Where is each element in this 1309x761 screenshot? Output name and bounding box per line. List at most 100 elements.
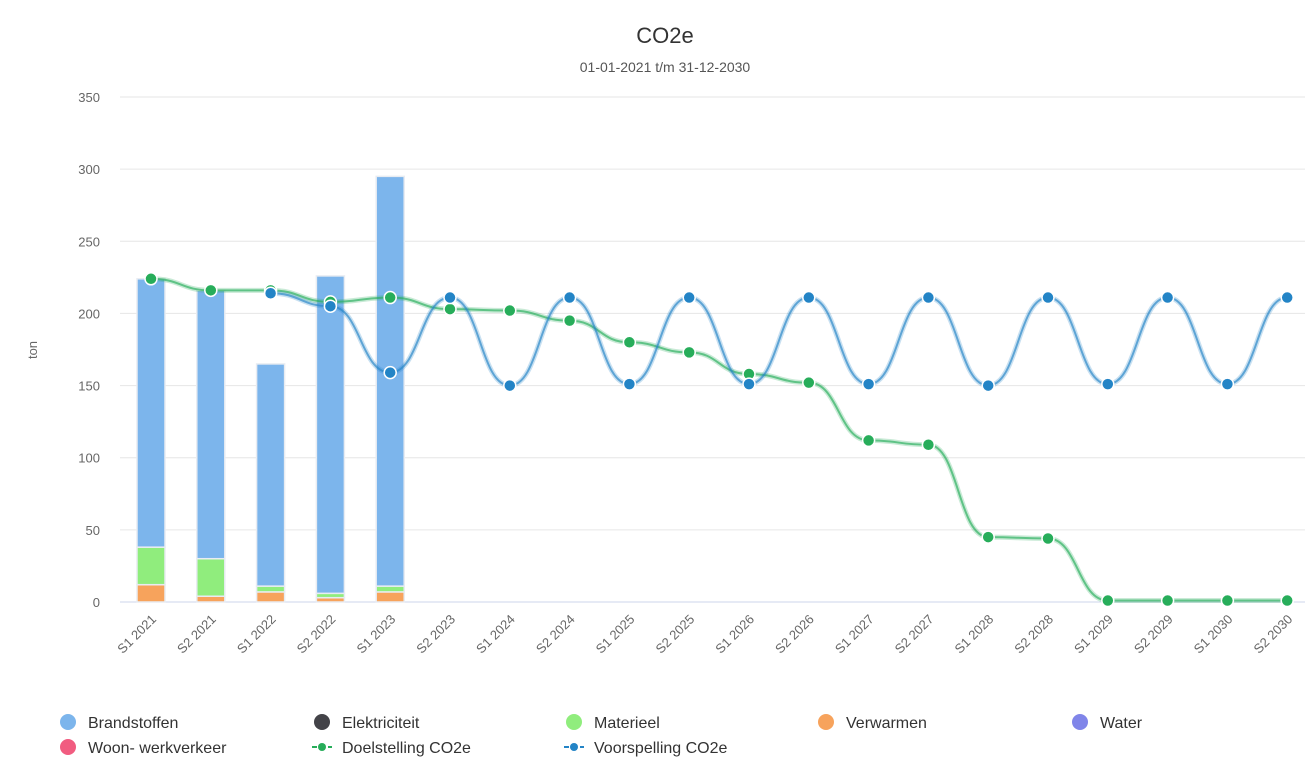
- legend-label: Water: [1100, 715, 1143, 732]
- marker: [503, 378, 517, 393]
- marker: [1280, 290, 1294, 305]
- bar: [196, 289, 226, 560]
- x-tick-label: S1 2027: [832, 612, 877, 657]
- marker: [921, 437, 936, 452]
- bar: [136, 583, 166, 603]
- marker: [861, 433, 876, 448]
- marker: [682, 345, 696, 360]
- legend-item: Woon- werkverkeer: [60, 739, 227, 757]
- x-tick-label: S2 2026: [772, 612, 817, 657]
- marker: [802, 290, 816, 305]
- legend-label: Verwarmen: [846, 715, 927, 732]
- legend-item: Brandstoffen: [60, 714, 178, 732]
- legend-item: Elektriciteit: [314, 714, 420, 732]
- bar: [375, 585, 405, 593]
- legend-label: Brandstoffen: [88, 715, 178, 732]
- x-tick-label: S1 2025: [593, 612, 638, 657]
- marker: [622, 335, 637, 350]
- marker: [802, 375, 816, 390]
- x-tick-label: S1 2028: [951, 612, 996, 657]
- bar: [255, 363, 286, 587]
- legend-item: Verwarmen: [818, 714, 927, 732]
- x-tick-label: S1 2023: [353, 612, 398, 657]
- marker: [1160, 290, 1175, 305]
- line: [150, 277, 1288, 602]
- bar: [255, 591, 286, 603]
- y-tick-label: 50: [86, 523, 100, 538]
- legend-symbol: [60, 714, 76, 730]
- chart-title: CO2e: [636, 23, 693, 48]
- x-tick-label: S1 2021: [114, 612, 159, 657]
- x-tick-label: S1 2026: [712, 612, 757, 657]
- legend-label: Doelstelling CO2e: [342, 740, 471, 757]
- marker: [1101, 593, 1115, 608]
- legend-item: Water: [1072, 714, 1143, 732]
- marker: [981, 530, 995, 544]
- marker: [263, 286, 278, 300]
- marker: [383, 365, 397, 380]
- legend-symbol: [314, 714, 330, 730]
- chart-subtitle: 01-01-2021 t/m 31-12-2030: [580, 59, 751, 75]
- x-tick-label: S2 2021: [174, 612, 219, 657]
- y-tick-label: 250: [78, 234, 100, 249]
- bar: [315, 275, 346, 595]
- bar: [136, 546, 166, 586]
- x-tick-label: S1 2029: [1071, 612, 1116, 657]
- legend-symbol: [1072, 714, 1088, 730]
- marker: [1220, 377, 1235, 391]
- legend-symbol: [570, 743, 578, 751]
- marker: [562, 313, 577, 328]
- bar: [255, 585, 286, 593]
- bar: [375, 175, 405, 587]
- x-tick-label: S2 2030: [1250, 612, 1295, 657]
- legend-symbol: [318, 743, 326, 751]
- marker: [742, 377, 756, 391]
- y-axis-label: ton: [25, 341, 40, 359]
- x-tick-label: S2 2023: [413, 612, 458, 657]
- x-tick-label: S1 2022: [234, 612, 279, 657]
- y-tick-label: 150: [78, 379, 100, 394]
- marker: [443, 302, 457, 316]
- legend-label: Materieel: [594, 715, 660, 732]
- y-tick-label: 0: [93, 595, 100, 610]
- legend-label: Voorspelling CO2e: [594, 740, 728, 757]
- x-tick-label: S1 2024: [473, 612, 518, 657]
- bar: [136, 278, 166, 548]
- legend-symbol: [566, 714, 582, 730]
- bar: [375, 591, 405, 603]
- legend-item: Voorspelling CO2e: [564, 740, 728, 757]
- marker: [861, 377, 876, 391]
- marker: [1041, 531, 1055, 546]
- marker: [1220, 593, 1235, 608]
- marker: [562, 290, 577, 305]
- x-tick-label: S2 2028: [1011, 612, 1056, 657]
- legend-label: Woon- werkverkeer: [88, 740, 227, 757]
- line: [270, 292, 1288, 387]
- marker: [1101, 377, 1115, 391]
- x-tick-label: S2 2025: [652, 612, 697, 657]
- x-tick-label: S2 2029: [1131, 612, 1176, 657]
- marker: [1160, 593, 1175, 608]
- y-tick-label: 350: [78, 90, 100, 105]
- marker: [503, 303, 517, 318]
- bar: [196, 557, 226, 597]
- legend-item: Doelstelling CO2e: [312, 740, 471, 757]
- marker: [1041, 290, 1055, 305]
- x-tick-label: S2 2024: [533, 612, 578, 657]
- legend-symbol: [60, 739, 76, 755]
- marker: [921, 290, 936, 305]
- y-tick-label: 200: [78, 306, 100, 321]
- marker: [144, 272, 158, 286]
- marker: [204, 283, 218, 298]
- x-tick-label: S2 2022: [294, 612, 339, 657]
- marker: [443, 290, 457, 305]
- legend-item: Materieel: [566, 714, 660, 732]
- marker: [682, 290, 696, 305]
- x-tick-label: S1 2030: [1191, 612, 1236, 657]
- marker: [622, 377, 637, 391]
- y-tick-label: 100: [78, 451, 100, 466]
- marker: [383, 290, 397, 305]
- legend-label: Elektriciteit: [342, 715, 420, 732]
- marker: [981, 378, 995, 393]
